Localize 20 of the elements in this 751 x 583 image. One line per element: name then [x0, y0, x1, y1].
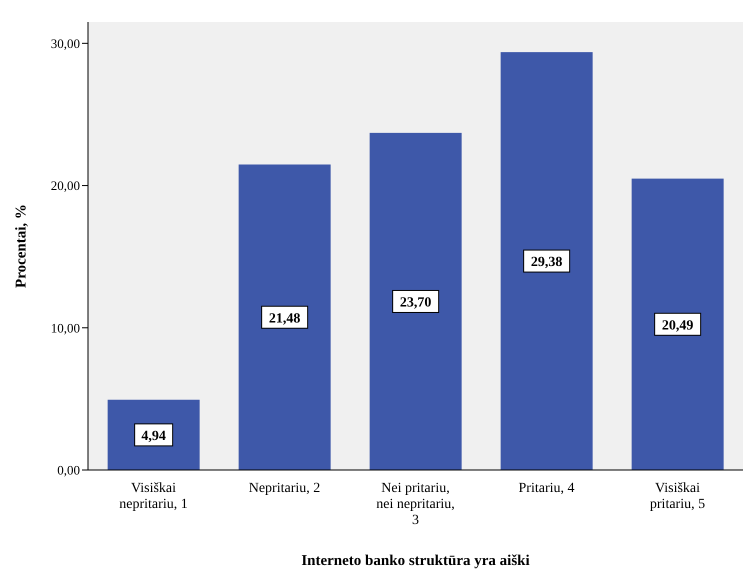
bar — [632, 178, 724, 470]
y-tick-label: 0,00 — [57, 462, 80, 478]
y-tick-label: 20,00 — [50, 178, 80, 194]
x-tick-label: Visiškai pritariu, 5 — [650, 481, 706, 512]
x-tick-label: Pritariu, 4 — [518, 481, 574, 496]
y-tick-label: 30,00 — [50, 36, 80, 51]
bar — [238, 164, 331, 470]
data-label: 20,49 — [662, 318, 694, 334]
data-label: 29,38 — [530, 255, 562, 270]
data-label: 21,48 — [268, 311, 300, 326]
bar — [370, 132, 462, 470]
x-tick-label: Visiškai nepritariu, 1 — [119, 481, 188, 512]
bar — [500, 52, 593, 470]
y-axis-title: Procentai, % — [13, 204, 30, 288]
x-tick-label: Nepritariu, 2 — [248, 481, 320, 496]
y-tick-label: 10,00 — [50, 320, 80, 336]
x-tick-label: Nei pritariu, nei nepritariu, 3 — [376, 481, 455, 528]
x-axis-title: Interneto banko struktūra yra aiški — [301, 553, 530, 569]
data-label: 23,70 — [400, 295, 432, 310]
data-label: 4,94 — [141, 428, 166, 444]
